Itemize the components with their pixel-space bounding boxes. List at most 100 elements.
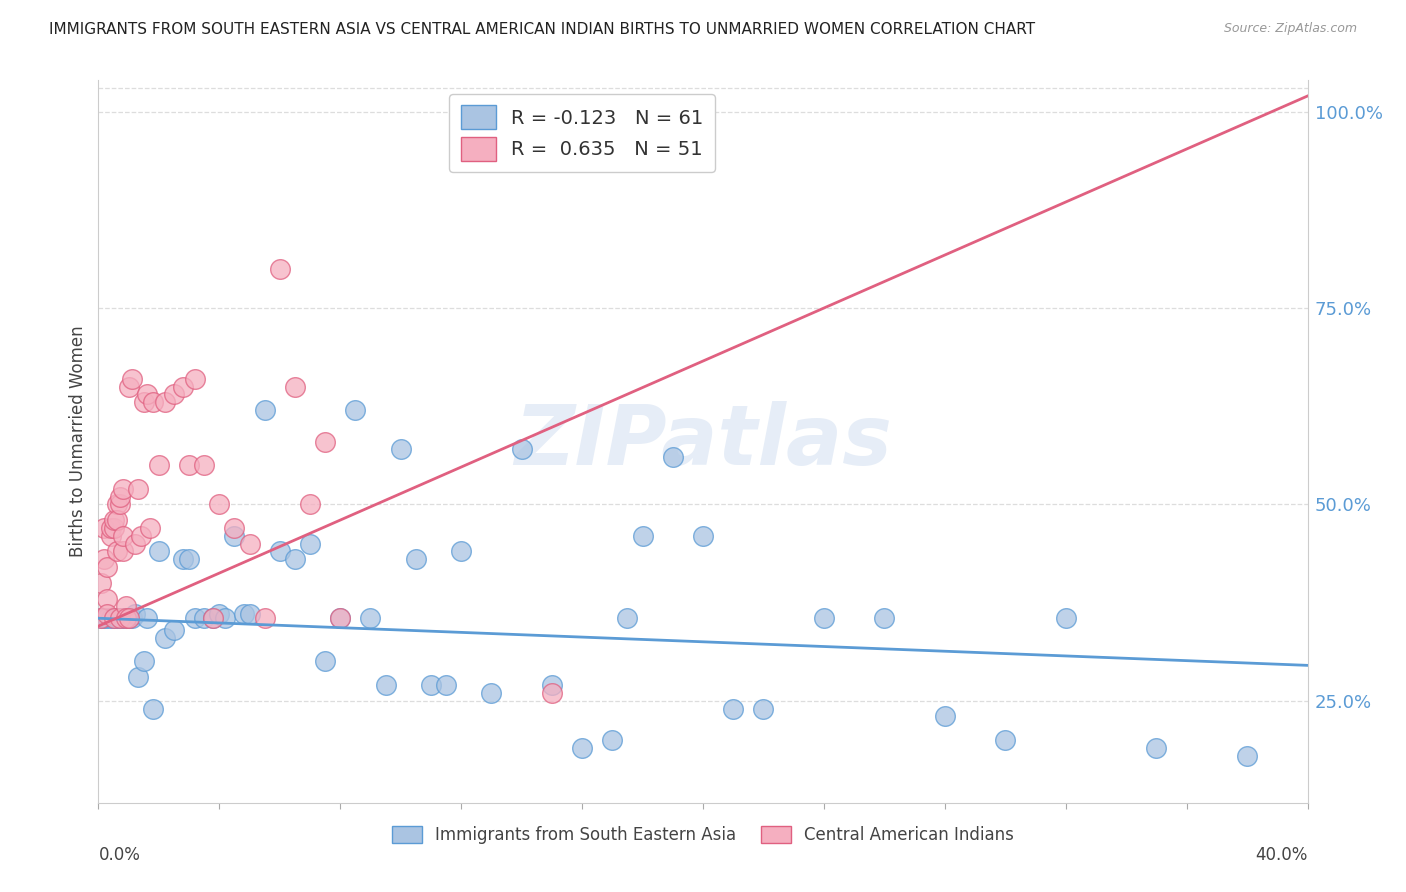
Text: IMMIGRANTS FROM SOUTH EASTERN ASIA VS CENTRAL AMERICAN INDIAN BIRTHS TO UNMARRIE: IMMIGRANTS FROM SOUTH EASTERN ASIA VS CE… bbox=[49, 22, 1035, 37]
Point bbox=[873, 611, 896, 625]
Point bbox=[208, 497, 231, 511]
Point bbox=[172, 379, 194, 393]
Point bbox=[118, 379, 141, 393]
Point bbox=[153, 395, 176, 409]
Point bbox=[135, 611, 157, 625]
Point bbox=[103, 611, 125, 625]
Point bbox=[202, 611, 225, 625]
Point bbox=[232, 607, 254, 622]
Point bbox=[179, 458, 201, 472]
Point bbox=[661, 450, 683, 465]
Point bbox=[105, 611, 128, 625]
Point bbox=[93, 611, 115, 625]
Point bbox=[103, 521, 125, 535]
Point bbox=[329, 611, 352, 625]
Point bbox=[111, 529, 134, 543]
Point bbox=[284, 552, 307, 566]
Point bbox=[142, 701, 165, 715]
Point bbox=[90, 611, 112, 625]
Point bbox=[111, 611, 134, 625]
Point bbox=[360, 611, 382, 625]
Point bbox=[114, 599, 136, 614]
Point bbox=[96, 611, 118, 625]
Point bbox=[224, 529, 246, 543]
Point bbox=[344, 403, 367, 417]
Point bbox=[127, 482, 149, 496]
Point bbox=[90, 611, 112, 625]
Point bbox=[121, 372, 143, 386]
Point bbox=[179, 552, 201, 566]
Point bbox=[96, 560, 118, 574]
Point bbox=[284, 379, 307, 393]
Point bbox=[93, 521, 115, 535]
Point bbox=[1236, 748, 1258, 763]
Point bbox=[108, 611, 131, 625]
Point bbox=[118, 611, 141, 625]
Point bbox=[100, 521, 122, 535]
Point bbox=[118, 611, 141, 625]
Point bbox=[114, 611, 136, 625]
Point bbox=[434, 678, 457, 692]
Point bbox=[100, 611, 122, 625]
Point bbox=[111, 544, 134, 558]
Point bbox=[253, 611, 276, 625]
Point bbox=[540, 678, 562, 692]
Y-axis label: Births to Unmarried Women: Births to Unmarried Women bbox=[69, 326, 87, 558]
Point bbox=[124, 536, 146, 550]
Point bbox=[405, 552, 427, 566]
Point bbox=[193, 458, 215, 472]
Point bbox=[129, 529, 152, 543]
Point bbox=[148, 458, 170, 472]
Point bbox=[314, 655, 336, 669]
Point bbox=[121, 611, 143, 625]
Point bbox=[510, 442, 533, 457]
Point bbox=[103, 611, 125, 625]
Point bbox=[692, 529, 714, 543]
Point bbox=[148, 544, 170, 558]
Point bbox=[105, 497, 128, 511]
Point bbox=[96, 607, 118, 622]
Point bbox=[96, 591, 118, 606]
Text: ZIPatlas: ZIPatlas bbox=[515, 401, 891, 482]
Point bbox=[142, 395, 165, 409]
Text: Source: ZipAtlas.com: Source: ZipAtlas.com bbox=[1223, 22, 1357, 36]
Point bbox=[124, 607, 146, 622]
Point bbox=[540, 686, 562, 700]
Point bbox=[184, 611, 207, 625]
Point bbox=[108, 497, 131, 511]
Point bbox=[616, 611, 638, 625]
Point bbox=[994, 733, 1017, 747]
Point bbox=[752, 701, 775, 715]
Point bbox=[90, 575, 112, 590]
Point bbox=[329, 611, 352, 625]
Point bbox=[224, 521, 246, 535]
Point bbox=[299, 536, 322, 550]
Point bbox=[105, 513, 128, 527]
Point bbox=[571, 740, 593, 755]
Point bbox=[214, 611, 236, 625]
Point bbox=[103, 513, 125, 527]
Point bbox=[135, 387, 157, 401]
Point bbox=[208, 607, 231, 622]
Point bbox=[193, 611, 215, 625]
Point bbox=[114, 611, 136, 625]
Point bbox=[202, 611, 225, 625]
Point bbox=[153, 631, 176, 645]
Point bbox=[105, 544, 128, 558]
Point bbox=[723, 701, 745, 715]
Point bbox=[108, 611, 131, 625]
Point bbox=[450, 544, 472, 558]
Point bbox=[253, 403, 276, 417]
Point bbox=[111, 482, 134, 496]
Point bbox=[100, 529, 122, 543]
Point bbox=[1054, 611, 1077, 625]
Point bbox=[163, 623, 186, 637]
Text: 0.0%: 0.0% bbox=[98, 846, 141, 864]
Point bbox=[127, 670, 149, 684]
Point bbox=[163, 387, 186, 401]
Point bbox=[1144, 740, 1167, 755]
Point bbox=[602, 733, 624, 747]
Point bbox=[481, 686, 503, 700]
Legend: Immigrants from South Eastern Asia, Central American Indians: Immigrants from South Eastern Asia, Cent… bbox=[384, 817, 1022, 852]
Point bbox=[374, 678, 396, 692]
